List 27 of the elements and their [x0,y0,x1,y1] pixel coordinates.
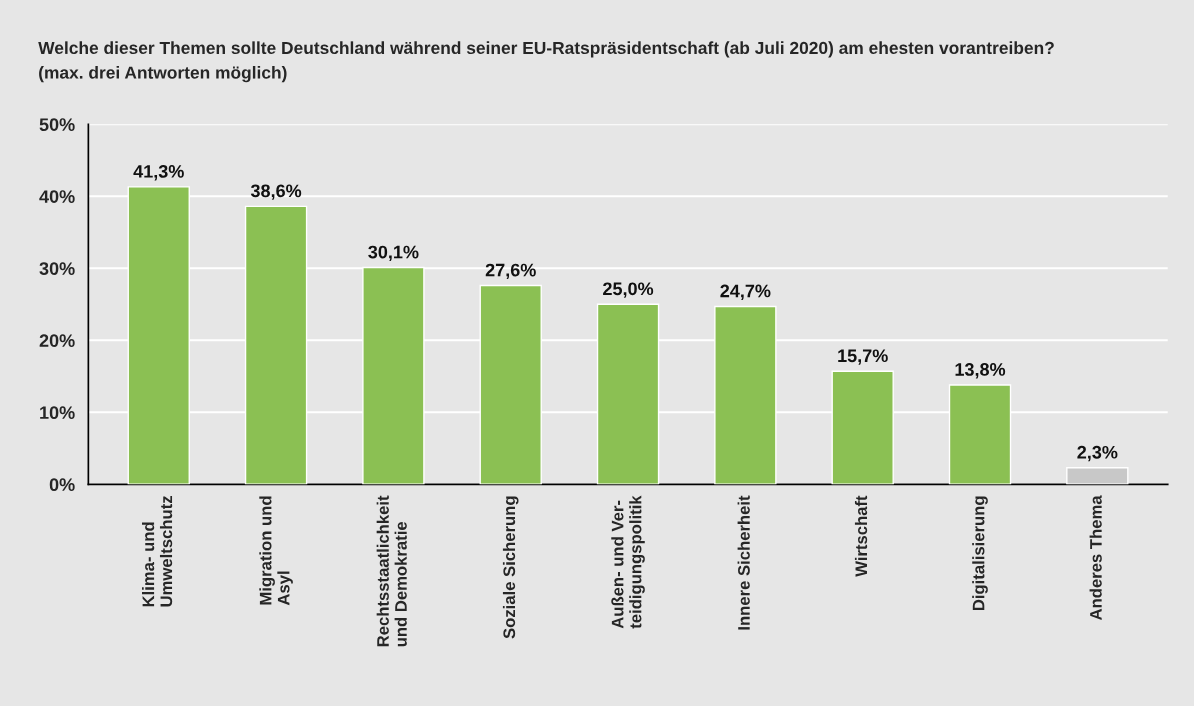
x-tick-label: Klima- und Umweltschutz [142,496,173,607]
data-label: 15,7% [838,349,888,365]
x-tick-label: Innere Sicherheit [737,495,750,630]
x-tick-label: Soziale Sicherung [502,496,519,639]
data-label: 24,7% [720,284,771,300]
data-label: 38,6% [250,184,302,200]
data-label: 30,1% [368,245,419,262]
y-tick-label: 0% [49,478,75,492]
chart-title: Welche dieser Themen sollte Deutschland während seiner EU-Ratspräsidentschaft (ab Juli 2020) am ehesten vorantreiben? [38,41,1054,58]
data-label: 41,3% [133,165,184,181]
x-tick-label: Außen- und Ver- teidigungspolitik [611,495,645,629]
data-label: 13,8% [955,363,1006,379]
x-tick-label: Migration und Asyl [259,496,293,606]
y-tick-label: 50% [39,118,75,131]
x-tick-label: Anderes Thema [1089,495,1102,621]
y-tick-label: 30% [39,262,75,276]
x-tick-label: Digitalisierung [972,496,988,611]
y-tick-label: 10% [40,406,75,420]
chart-subtitle: (max. drei Antworten möglich) [39,66,287,83]
x-tick-label: Wirtschaft [854,495,868,577]
data-label: 2,3% [1077,445,1118,462]
bar [1066,467,1129,485]
y-tick-label: 40% [39,190,75,203]
y-tick-label: 20% [39,334,75,348]
x-tick-label: Rechtsstaatlichkeit und Demokratie [376,495,407,647]
data-label: 27,6% [485,263,536,280]
data-label: 25,0% [603,282,654,298]
